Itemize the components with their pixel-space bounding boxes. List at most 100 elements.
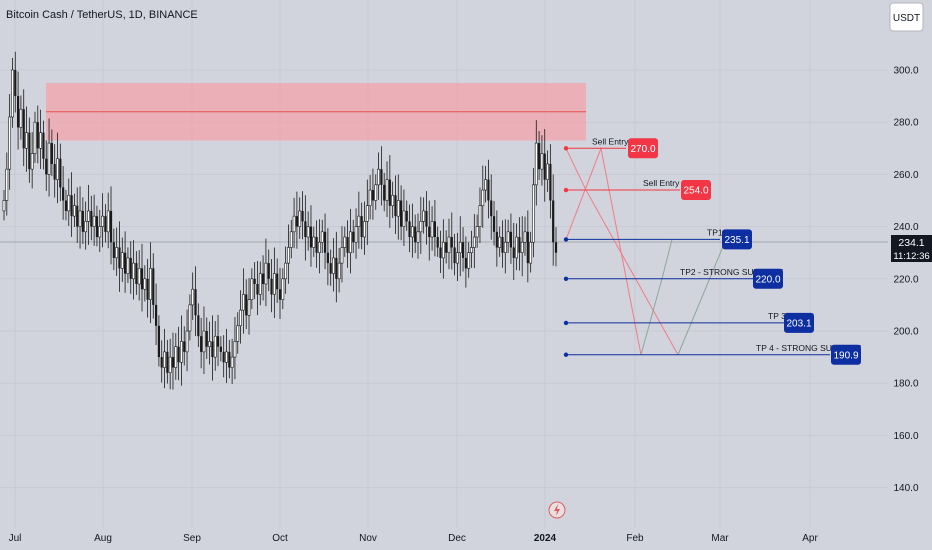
candle-body — [470, 247, 473, 253]
candle — [11, 57, 14, 128]
candle — [270, 258, 273, 313]
candle — [385, 161, 389, 217]
candle — [326, 228, 329, 286]
candle — [39, 109, 43, 169]
candle-body — [552, 200, 555, 243]
candle — [394, 175, 397, 235]
candle — [106, 192, 110, 249]
candle-body — [534, 142, 538, 186]
candle-body — [124, 252, 127, 274]
candle — [506, 219, 510, 254]
candle — [349, 208, 352, 274]
candle — [441, 219, 445, 279]
candle-body — [219, 346, 222, 352]
candle-body — [453, 247, 456, 264]
candle — [14, 51, 17, 113]
candle-body — [95, 216, 99, 238]
candle — [298, 197, 302, 239]
candle — [410, 203, 414, 258]
candle — [112, 228, 115, 271]
candle-body — [326, 252, 329, 264]
candle-body — [526, 231, 529, 264]
candle-body — [276, 273, 279, 290]
candle — [304, 195, 307, 261]
candle-body — [287, 247, 290, 264]
candle-body — [309, 226, 313, 248]
candle-body — [549, 163, 552, 201]
y-tick-label: 220.0 — [893, 274, 918, 285]
candle-body — [137, 268, 141, 285]
candle — [219, 336, 222, 362]
candle-body — [174, 346, 178, 368]
currency-button[interactable]: USDT — [889, 2, 924, 32]
candle — [101, 193, 104, 248]
candle-body — [357, 215, 361, 227]
level-label: Sell Entry 2 — [592, 136, 636, 146]
level-badge-value: 220.0 — [755, 274, 780, 285]
candle — [388, 155, 391, 228]
candle-body — [360, 216, 363, 238]
candle — [467, 242, 471, 278]
y-axis: 140.0 160.0 180.0 200.0 220.0 240.0 260.0 280.0… — [893, 66, 918, 495]
candle-body — [306, 226, 310, 238]
candle — [380, 146, 383, 206]
candle — [241, 268, 245, 334]
candle-body — [143, 278, 147, 290]
candle-body — [447, 236, 451, 253]
candle — [160, 340, 163, 383]
candle-body — [8, 116, 12, 170]
candle-body — [11, 69, 14, 118]
candle — [247, 278, 251, 335]
candle-body — [538, 143, 541, 170]
candle — [554, 227, 558, 267]
chart-title: Bitcoin Cash / TetherUS, 1D, BINANCE — [6, 9, 198, 21]
candle — [33, 111, 37, 163]
candle-body — [515, 236, 518, 259]
candle — [152, 253, 155, 319]
candle — [360, 202, 363, 250]
candle-body — [106, 210, 110, 233]
candle-body — [315, 237, 318, 253]
y-tick-label: 240.0 — [893, 222, 918, 233]
candle — [332, 238, 335, 292]
candle-body — [318, 241, 321, 253]
candle — [543, 128, 546, 202]
candle-body — [230, 356, 234, 368]
candle-body — [233, 341, 237, 358]
candle — [546, 150, 549, 192]
candle-body — [109, 210, 113, 243]
candle-body — [377, 168, 380, 186]
candle — [25, 106, 28, 172]
candle — [84, 201, 88, 250]
candle-body — [120, 252, 124, 269]
candle — [135, 251, 138, 295]
candle-body — [59, 158, 62, 188]
candle-body — [416, 231, 420, 243]
candle — [405, 200, 408, 231]
candle — [512, 222, 515, 281]
candle-body — [118, 247, 121, 269]
candle — [2, 190, 6, 221]
level-badge-value: 190.9 — [833, 350, 858, 361]
candle — [45, 140, 48, 191]
candle-body — [132, 262, 135, 280]
candle — [292, 197, 296, 249]
candle — [104, 204, 107, 243]
level-anchor — [563, 187, 569, 193]
candle-body — [278, 289, 282, 300]
candle — [538, 131, 541, 180]
tradingview-logo-icon[interactable] — [548, 501, 566, 519]
candle-body — [112, 242, 115, 258]
y-tick-label: 180.0 — [893, 379, 918, 390]
candle-body — [492, 216, 496, 232]
candle-body — [523, 231, 527, 243]
candle-body — [439, 247, 442, 258]
candle-body — [371, 190, 375, 201]
candle — [346, 220, 349, 268]
candle — [16, 71, 20, 150]
candle-body — [39, 132, 43, 149]
candle — [8, 94, 12, 190]
